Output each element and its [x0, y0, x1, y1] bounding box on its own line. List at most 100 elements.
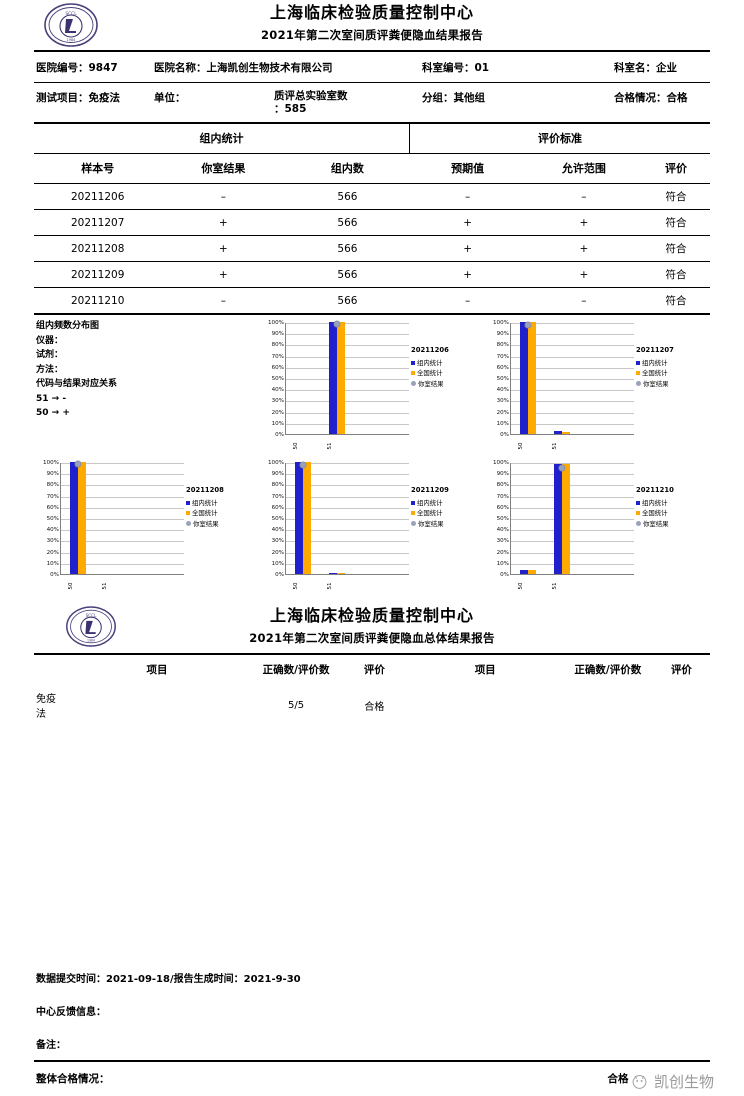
hospital-no-value: 9847	[88, 62, 118, 74]
svg-text:SCCL: SCCL	[65, 11, 77, 17]
column-header-your-result: 你室结果	[161, 153, 286, 184]
chart-gridline	[61, 541, 184, 543]
chart-y-tick-label: 0%	[275, 432, 284, 438]
chart-bar	[337, 322, 345, 434]
reagent-label: 试剂：	[36, 350, 64, 360]
chart-gridline	[61, 519, 184, 520]
chart-y-tick-label: 30%	[496, 538, 509, 545]
submit-time-line: 数据提交时间：2021-09-18/报告生成时间：2021-9-30	[36, 974, 301, 985]
chart-y-tick-label: 40%	[271, 527, 284, 534]
chart-gridline	[61, 485, 184, 487]
cell-your-result: +	[161, 261, 286, 288]
chart-legend-label: 组内统计	[417, 358, 443, 367]
overall-result-value: 合格	[607, 1073, 629, 1085]
chart-legend-swatch-icon	[186, 500, 190, 505]
cell-expected: –	[409, 183, 526, 210]
chart-x-axis-labels: 50 51	[60, 577, 184, 595]
chart-legend-label: 全国统计	[417, 509, 443, 517]
chart-info-heading: 组内频数分布图	[36, 321, 100, 331]
chart-legend-label: 你室结果	[418, 379, 444, 388]
chart-y-tick-label: 40%	[496, 387, 509, 394]
chart-y-tick-label: 90%	[496, 471, 509, 478]
chart-legend-item: 你室结果	[636, 519, 674, 530]
chart-y-tick-label: 70%	[46, 493, 59, 500]
chart-category-group	[286, 461, 320, 574]
chart-y-tick-label: 90%	[271, 471, 284, 478]
summary-column-eval-left: 评价	[363, 664, 385, 676]
report2-header-divider	[34, 653, 710, 655]
chart-x-tick-label: 51	[327, 582, 333, 590]
chart-slot-20211208: 0% 10% 20% 30% 40% 50% 60% 70% 80% 90% 100% 50 51 202…	[34, 457, 259, 597]
chart-x-axis-labels: 50 51	[510, 577, 634, 595]
chart-plot-area: 0% 10% 20% 30% 40% 50% 60% 70% 80% 90% 100%	[43, 460, 184, 578]
chart-y-tick-label: 40%	[496, 527, 509, 534]
chart-bar	[78, 462, 86, 574]
chart-y-tick-label: 70%	[271, 353, 284, 360]
cell-group-count: 566	[285, 209, 410, 236]
chart-gridline	[286, 401, 409, 403]
summary-cell-eval-right	[653, 685, 710, 726]
chart-gridline	[511, 367, 634, 369]
summary-cell-eval-left: 合格	[364, 701, 385, 713]
chart-y-tick-label: 90%	[46, 471, 59, 478]
chart-plot-area: 0% 10% 20% 30% 40% 50% 60% 70% 80% 90% 100%	[493, 320, 634, 438]
unit-field: 单位：	[154, 90, 274, 105]
chart-gridline	[286, 367, 409, 369]
report1-subtitle: 2021年第二次室间质评粪便隐血结果报告	[260, 28, 483, 42]
test-item-value: 免疫法	[88, 92, 121, 104]
chart-slot-20211210: 0% 10% 20% 30% 40% 50% 60% 70% 80% 90% 100% 50 51 202…	[484, 457, 709, 597]
chart-legend-title: 20211207	[636, 346, 674, 354]
summary-column-item-right: 项目	[474, 664, 496, 676]
group-header-eval-standard: 评价标准	[538, 132, 583, 145]
table-row: 20211206 – 566 – – 符合	[34, 183, 710, 210]
chart-your-result-marker	[299, 461, 307, 469]
chart-gridline	[511, 401, 634, 403]
code-map-entry-51: 51 → -	[36, 393, 67, 404]
chart-y-tick-label: 20%	[46, 549, 59, 556]
chart-gridline	[286, 541, 409, 543]
chart-gridline	[511, 530, 634, 532]
chart-y-tick-label: 80%	[271, 342, 284, 349]
chart-legend: 20211207 组内统计 全国统计 你室结果	[636, 345, 674, 389]
chart-category-group	[545, 323, 579, 434]
chart-legend-label: 你室结果	[643, 379, 669, 388]
chart-y-tick-label: 40%	[271, 387, 284, 394]
chart-y-tick-label: 50%	[46, 516, 59, 522]
cell-your-result: –	[161, 183, 286, 210]
chart-gridline	[511, 474, 634, 476]
cell-expected: +	[409, 235, 526, 262]
chart-y-tick-label: 20%	[496, 549, 509, 556]
chart-gridline	[286, 496, 409, 498]
summary-column-eval-right: 评价	[670, 664, 692, 676]
chart-bars	[286, 461, 409, 574]
cell-group-count: 566	[285, 183, 410, 210]
chart-gridline	[61, 474, 184, 476]
report2-title: 上海临床检验质量控制中心	[269, 606, 474, 625]
summary-table: 项目 正确数/评价数 评价 项目 正确数/评价数 评价 免疫法 5/5 合格	[34, 655, 710, 726]
chart-bar	[554, 464, 562, 574]
chart-legend-marker-icon	[636, 521, 641, 527]
chart-gridline	[511, 519, 634, 520]
chart-y-tick-label: 80%	[46, 482, 59, 489]
chart-gridline	[286, 552, 409, 554]
cell-allowed-range: +	[525, 209, 642, 236]
group-field: 分组：其他组	[422, 90, 614, 105]
chart-gridline	[511, 496, 634, 498]
test-item-field: 测试项目：免疫法	[36, 90, 154, 105]
chart-category-group	[61, 460, 95, 574]
chart-bar	[554, 430, 562, 434]
chart-y-tick-label: 30%	[271, 398, 284, 405]
method-label: 方法：	[36, 364, 64, 375]
chart-gridline	[61, 563, 184, 565]
results-table-body: 20211206 – 566 – – 符合 20211207 + 566 + +…	[34, 183, 710, 315]
chart-y-tick-label: 10%	[46, 560, 59, 567]
chart-y-tick-label: 60%	[46, 504, 59, 511]
chart-gridline	[286, 423, 409, 425]
chart-gridline	[511, 507, 634, 509]
chart-y-tick-label: 0%	[275, 572, 284, 578]
code-map-entry-50: 50 → +	[36, 408, 70, 418]
instrument-label: 仪器：	[36, 335, 64, 346]
chart-gridline	[286, 485, 409, 487]
table-row: 20211209 + 566 + + 符合	[34, 261, 710, 288]
report2-header: SCCL 1984 上海临床检验质量控制中心 2021年第二次室间质评粪便隐血总…	[34, 603, 710, 653]
